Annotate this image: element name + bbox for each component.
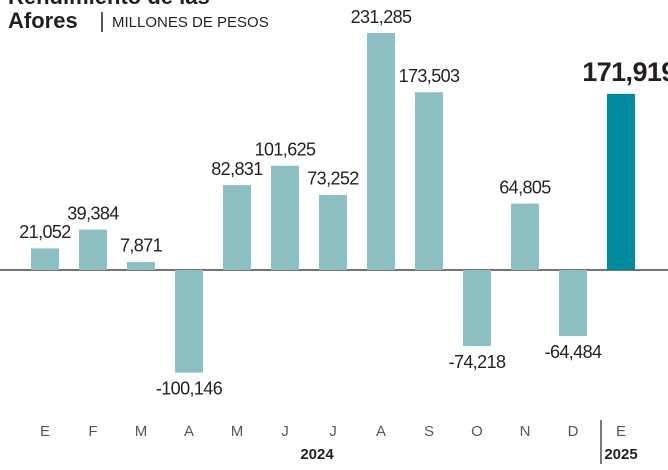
bar bbox=[271, 165, 299, 270]
value-label: 7,871 bbox=[120, 236, 163, 256]
chart-title: Rendimiento de las bbox=[8, 0, 210, 9]
x-tick-label: J bbox=[329, 423, 337, 440]
bar bbox=[463, 270, 491, 347]
x-tick-label: E bbox=[616, 423, 626, 440]
x-tick-label: M bbox=[135, 423, 148, 440]
x-tick-label: J bbox=[281, 423, 289, 440]
x-tick-label: F bbox=[88, 423, 97, 440]
bar bbox=[559, 270, 587, 337]
x-tick-label: A bbox=[184, 423, 194, 440]
x-tick-label: S bbox=[424, 423, 434, 440]
bar bbox=[31, 248, 59, 270]
value-label: -74,218 bbox=[449, 352, 506, 372]
year-label: 2025 bbox=[604, 446, 637, 463]
value-label: 73,252 bbox=[307, 169, 359, 189]
x-tick-label: N bbox=[520, 423, 531, 440]
value-label: 231,285 bbox=[351, 7, 412, 27]
value-label: 173,503 bbox=[399, 66, 460, 86]
value-label: -100,146 bbox=[156, 378, 223, 398]
x-tick-label: M bbox=[231, 423, 244, 440]
bar bbox=[367, 33, 395, 270]
bar bbox=[319, 194, 347, 270]
bar bbox=[79, 229, 107, 270]
value-label: 171,919 bbox=[582, 57, 668, 87]
bar bbox=[127, 261, 155, 270]
x-tick-label: O bbox=[471, 423, 483, 440]
x-tick-label: A bbox=[376, 423, 386, 440]
x-tick-label: D bbox=[568, 423, 579, 440]
value-label: 21,052 bbox=[19, 222, 71, 242]
x-tick-label: E bbox=[40, 423, 50, 440]
bar bbox=[223, 185, 251, 270]
value-label: -64,484 bbox=[545, 342, 602, 362]
subtitle: MILLONES DE PESOS bbox=[112, 14, 269, 31]
bar bbox=[511, 203, 539, 270]
value-label: 39,384 bbox=[67, 203, 119, 223]
bar bbox=[607, 93, 635, 271]
value-label: 82,831 bbox=[211, 159, 263, 179]
bar bbox=[175, 270, 203, 373]
chart-title: Afores bbox=[8, 8, 78, 33]
bar bbox=[415, 92, 443, 270]
year-label: 2024 bbox=[300, 446, 334, 463]
value-label: 64,805 bbox=[499, 177, 551, 197]
value-label: 101,625 bbox=[255, 140, 316, 160]
